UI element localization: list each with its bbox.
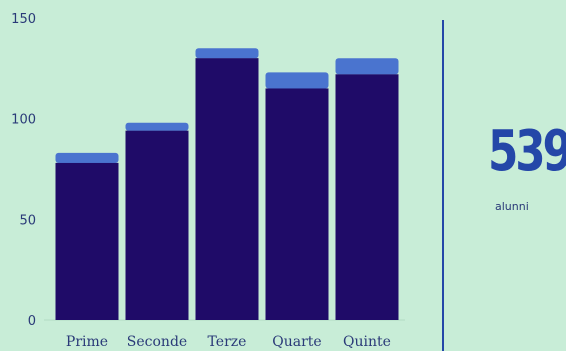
y-axis-ticks: 0 50 100 150 (11, 12, 36, 329)
x-tick-label: Seconde (127, 334, 187, 350)
bar-quinte-base (335, 74, 399, 320)
divider-line (442, 20, 444, 351)
x-tick-label: Terze (208, 334, 247, 350)
bar-seconde-segment-2 (125, 122, 189, 131)
bar-seconde-base (125, 130, 189, 320)
bar-terze-base (195, 58, 259, 321)
bar-prime-base (55, 162, 119, 320)
x-tick-label: Quarte (272, 334, 321, 350)
bars (55, 48, 399, 321)
y-tick-label: 50 (19, 213, 36, 228)
x-tick-label: Prime (66, 334, 108, 350)
total-students-value: 539 (488, 119, 566, 184)
bar-prime-segment-2 (55, 152, 119, 163)
y-tick-label: 150 (11, 12, 36, 27)
y-tick-label: 0 (28, 314, 36, 329)
bar-quarte-segment-2 (265, 72, 329, 89)
total-students-label: alunni (495, 200, 529, 213)
y-tick-label: 100 (11, 113, 36, 128)
x-axis-labels: Prime Seconde Terze Quarte Quinte (66, 334, 391, 350)
bar-quinte-segment-2 (335, 58, 399, 75)
bar-quarte-base (265, 88, 329, 320)
bar-chart: 0 50 100 150 Prime Seconde Terze Quarte Quinte (11, 12, 405, 350)
bar-terze-segment-2 (195, 48, 259, 59)
x-tick-label: Quinte (343, 334, 391, 350)
